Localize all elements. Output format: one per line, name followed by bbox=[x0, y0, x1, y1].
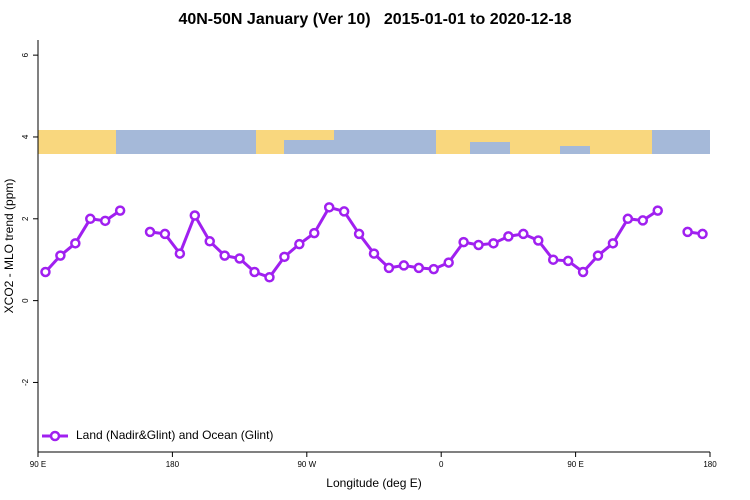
data-point bbox=[697, 228, 708, 240]
data-point bbox=[533, 235, 544, 246]
data-point bbox=[443, 257, 454, 268]
data-point bbox=[55, 250, 66, 261]
y-axis-label: XCO2 - MLO trend (ppm) bbox=[2, 179, 16, 314]
data-point bbox=[70, 238, 81, 249]
data-point bbox=[413, 262, 425, 274]
legend-marker bbox=[49, 430, 61, 442]
y-tick-label: 4 bbox=[21, 134, 30, 139]
data-point bbox=[562, 255, 574, 267]
data-point bbox=[607, 238, 619, 249]
x-tick-label: 90 E bbox=[30, 460, 46, 469]
data-point bbox=[652, 205, 663, 216]
data-point bbox=[159, 228, 171, 240]
data-point bbox=[518, 228, 529, 240]
data-point bbox=[592, 250, 604, 261]
data-point bbox=[144, 226, 156, 238]
data-point bbox=[309, 227, 320, 239]
data-point bbox=[338, 206, 350, 217]
data-point bbox=[294, 238, 305, 250]
x-tick-label: 90 E bbox=[567, 460, 583, 469]
x-tick-label: 0 bbox=[439, 460, 444, 469]
data-point bbox=[577, 266, 589, 278]
data-point bbox=[398, 260, 410, 271]
chart-title: 40N-50N January (Ver 10) 2015-01-01 to 2… bbox=[178, 11, 571, 28]
data-point bbox=[682, 226, 693, 238]
data-point bbox=[547, 254, 559, 265]
y-tick-label: 0 bbox=[21, 298, 30, 303]
x-axis-label: Longitude (deg E) bbox=[326, 476, 421, 490]
data-point bbox=[503, 231, 514, 242]
data-point bbox=[323, 202, 335, 213]
data-point bbox=[428, 263, 439, 275]
map-strip bbox=[38, 130, 710, 154]
data-point bbox=[637, 215, 649, 226]
data-point bbox=[279, 251, 290, 263]
data-point bbox=[219, 250, 230, 261]
y-tick-label: 6 bbox=[21, 52, 30, 57]
data-point bbox=[189, 210, 201, 221]
data-point bbox=[99, 215, 111, 227]
data-point bbox=[204, 236, 215, 247]
legend-label: Land (Nadir&Glint) and Ocean (Glint) bbox=[76, 428, 273, 442]
data-point bbox=[174, 248, 186, 259]
data-point bbox=[249, 266, 260, 278]
x-tick-label: 90 W bbox=[297, 460, 316, 469]
data-point bbox=[234, 253, 245, 264]
data-point bbox=[85, 213, 96, 225]
x-tick-label: 180 bbox=[166, 460, 180, 469]
data-point bbox=[40, 266, 51, 278]
data-point bbox=[458, 236, 469, 248]
data-point bbox=[622, 213, 634, 225]
data-point bbox=[114, 205, 126, 216]
data-point bbox=[368, 248, 380, 259]
data-point bbox=[488, 238, 499, 249]
data-point bbox=[353, 228, 365, 240]
data-point bbox=[383, 262, 395, 274]
data-point bbox=[473, 239, 484, 251]
x-tick-label: 180 bbox=[703, 460, 717, 469]
data-point bbox=[264, 272, 275, 283]
y-tick-label: -2 bbox=[21, 378, 30, 386]
y-tick-label: 2 bbox=[21, 216, 30, 221]
